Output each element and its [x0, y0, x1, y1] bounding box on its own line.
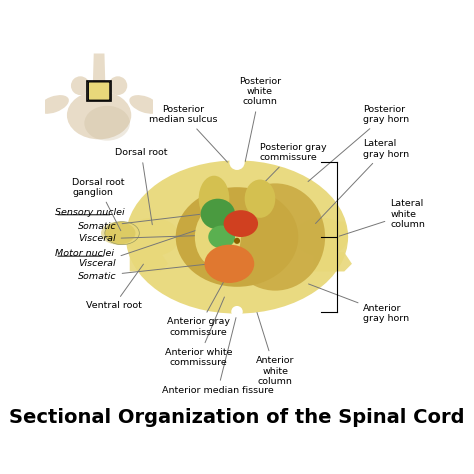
- Text: Anterior
white
column: Anterior white column: [256, 312, 294, 386]
- Text: Anterior median fissure: Anterior median fissure: [162, 316, 273, 395]
- Ellipse shape: [294, 218, 348, 256]
- Ellipse shape: [199, 176, 229, 222]
- Polygon shape: [130, 252, 168, 272]
- Text: Anterior white
commissure: Anterior white commissure: [165, 297, 232, 367]
- Ellipse shape: [101, 222, 136, 245]
- Text: Dorsal root: Dorsal root: [115, 148, 167, 225]
- Ellipse shape: [231, 306, 243, 318]
- Text: Visceral: Visceral: [78, 223, 219, 268]
- Text: Visceral: Visceral: [78, 235, 211, 244]
- Polygon shape: [314, 222, 348, 245]
- Ellipse shape: [195, 206, 241, 268]
- Ellipse shape: [226, 183, 325, 291]
- Ellipse shape: [201, 199, 235, 229]
- Text: Anterior
gray horn: Anterior gray horn: [309, 284, 410, 323]
- Ellipse shape: [105, 222, 139, 245]
- Text: Sectional Organization of the Spinal Cord: Sectional Organization of the Spinal Cor…: [9, 408, 465, 427]
- Text: Posterior
median sulcus: Posterior median sulcus: [149, 105, 228, 162]
- Polygon shape: [130, 222, 168, 245]
- Circle shape: [234, 238, 240, 244]
- Text: Somatic: Somatic: [78, 214, 200, 231]
- Text: Lateral
white
column: Lateral white column: [339, 199, 425, 236]
- Text: Ventral root: Ventral root: [86, 264, 144, 310]
- Text: Posterior
white
column: Posterior white column: [239, 76, 281, 162]
- Text: Motor nuclei: Motor nuclei: [55, 249, 114, 258]
- Ellipse shape: [245, 180, 275, 218]
- Text: Posterior
gray horn: Posterior gray horn: [308, 105, 410, 182]
- Ellipse shape: [126, 218, 180, 256]
- Text: Anterior gray
commissure: Anterior gray commissure: [167, 274, 230, 337]
- Text: Sensory nuclei: Sensory nuclei: [55, 208, 125, 217]
- Text: Somatic: Somatic: [78, 264, 208, 281]
- Ellipse shape: [204, 245, 254, 283]
- Polygon shape: [314, 252, 352, 272]
- Text: Lateral
gray horn: Lateral gray horn: [316, 139, 410, 224]
- Ellipse shape: [176, 187, 298, 287]
- Ellipse shape: [224, 210, 258, 237]
- Text: Dorsal root
ganglion: Dorsal root ganglion: [72, 177, 125, 231]
- Ellipse shape: [208, 226, 235, 248]
- Ellipse shape: [126, 160, 348, 314]
- Ellipse shape: [229, 155, 245, 170]
- Text: Posterior gray
commissure: Posterior gray commissure: [246, 143, 327, 201]
